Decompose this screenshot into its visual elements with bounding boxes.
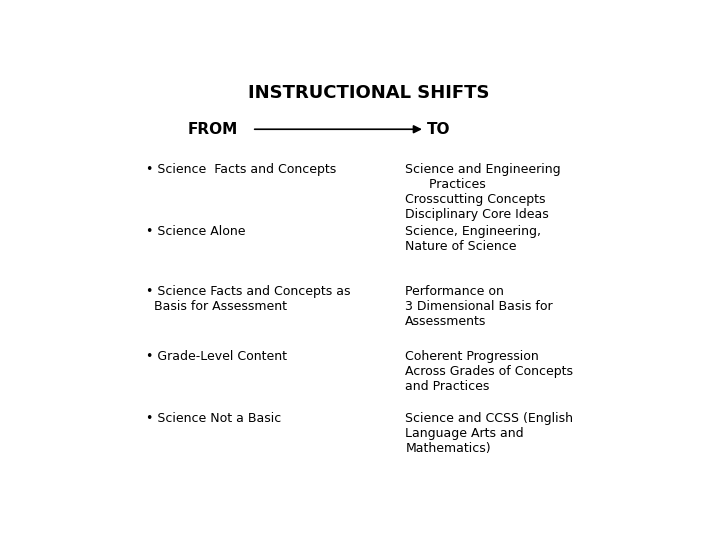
Text: Coherent Progression
Across Grades of Concepts
and Practices: Coherent Progression Across Grades of Co… — [405, 349, 573, 393]
Text: FROM: FROM — [188, 122, 238, 137]
Text: INSTRUCTIONAL SHIFTS: INSTRUCTIONAL SHIFTS — [248, 84, 490, 102]
Text: Performance on
3 Dimensional Basis for
Assessments: Performance on 3 Dimensional Basis for A… — [405, 285, 553, 328]
Text: Science and CCSS (English
Language Arts and
Mathematics): Science and CCSS (English Language Arts … — [405, 412, 573, 455]
Text: • Science  Facts and Concepts: • Science Facts and Concepts — [145, 163, 336, 176]
Text: • Science Not a Basic: • Science Not a Basic — [145, 412, 281, 425]
Text: TO: TO — [427, 122, 451, 137]
Text: • Science Alone: • Science Alone — [145, 225, 246, 238]
Text: Science, Engineering,
Nature of Science: Science, Engineering, Nature of Science — [405, 225, 541, 253]
Text: Science and Engineering
      Practices
Crosscutting Concepts
Disciplinary Core : Science and Engineering Practices Crossc… — [405, 163, 561, 220]
Text: • Grade-Level Content: • Grade-Level Content — [145, 349, 287, 363]
Text: • Science Facts and Concepts as
  Basis for Assessment: • Science Facts and Concepts as Basis fo… — [145, 285, 351, 313]
